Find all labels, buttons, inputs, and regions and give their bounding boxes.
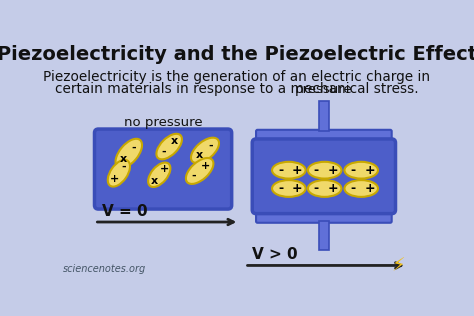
Text: x: x bbox=[151, 176, 158, 185]
Text: -: - bbox=[131, 143, 136, 153]
Text: no pressure: no pressure bbox=[124, 116, 202, 129]
Text: -: - bbox=[121, 162, 126, 172]
Text: x: x bbox=[196, 150, 203, 160]
Text: -: - bbox=[191, 171, 196, 181]
Text: -: - bbox=[162, 147, 166, 157]
Text: -: - bbox=[350, 164, 356, 177]
FancyBboxPatch shape bbox=[256, 130, 392, 141]
Text: -: - bbox=[278, 164, 283, 177]
Text: pressure: pressure bbox=[295, 83, 353, 96]
Text: V > 0: V > 0 bbox=[252, 247, 298, 262]
Text: -: - bbox=[278, 182, 283, 195]
FancyBboxPatch shape bbox=[94, 129, 232, 209]
Text: +: + bbox=[110, 174, 119, 185]
Text: +: + bbox=[292, 182, 302, 195]
FancyBboxPatch shape bbox=[256, 211, 392, 223]
Text: Piezoelectricity is the generation of an electric charge in: Piezoelectricity is the generation of an… bbox=[44, 70, 430, 84]
Ellipse shape bbox=[308, 180, 341, 197]
Text: x: x bbox=[120, 154, 128, 164]
Text: -: - bbox=[314, 182, 319, 195]
Ellipse shape bbox=[186, 158, 213, 184]
Bar bbox=[319, 101, 329, 131]
Ellipse shape bbox=[345, 162, 378, 179]
Ellipse shape bbox=[108, 160, 130, 187]
Ellipse shape bbox=[272, 180, 306, 197]
Text: +: + bbox=[160, 164, 169, 174]
Text: V = 0: V = 0 bbox=[102, 204, 148, 219]
Ellipse shape bbox=[191, 138, 219, 163]
Text: +: + bbox=[328, 164, 338, 177]
Ellipse shape bbox=[156, 134, 182, 159]
Ellipse shape bbox=[148, 162, 171, 187]
Text: +: + bbox=[365, 164, 375, 177]
Text: -: - bbox=[209, 141, 213, 150]
Ellipse shape bbox=[308, 162, 341, 179]
Bar bbox=[319, 221, 329, 250]
Ellipse shape bbox=[345, 180, 378, 197]
Text: Piezoelectricity and the Piezoelectric Effect: Piezoelectricity and the Piezoelectric E… bbox=[0, 45, 474, 64]
Text: -: - bbox=[314, 164, 319, 177]
Text: -: - bbox=[350, 182, 356, 195]
Ellipse shape bbox=[272, 162, 306, 179]
Text: certain materials in response to a mechanical stress.: certain materials in response to a mecha… bbox=[55, 82, 419, 96]
FancyBboxPatch shape bbox=[252, 139, 395, 214]
Text: +: + bbox=[201, 161, 210, 171]
Text: sciencenotes.org: sciencenotes.org bbox=[63, 264, 146, 274]
Ellipse shape bbox=[116, 139, 142, 168]
Text: ⚡: ⚡ bbox=[391, 256, 405, 275]
Text: +: + bbox=[365, 182, 375, 195]
Text: +: + bbox=[292, 164, 302, 177]
Text: x: x bbox=[171, 136, 178, 146]
Text: +: + bbox=[328, 182, 338, 195]
